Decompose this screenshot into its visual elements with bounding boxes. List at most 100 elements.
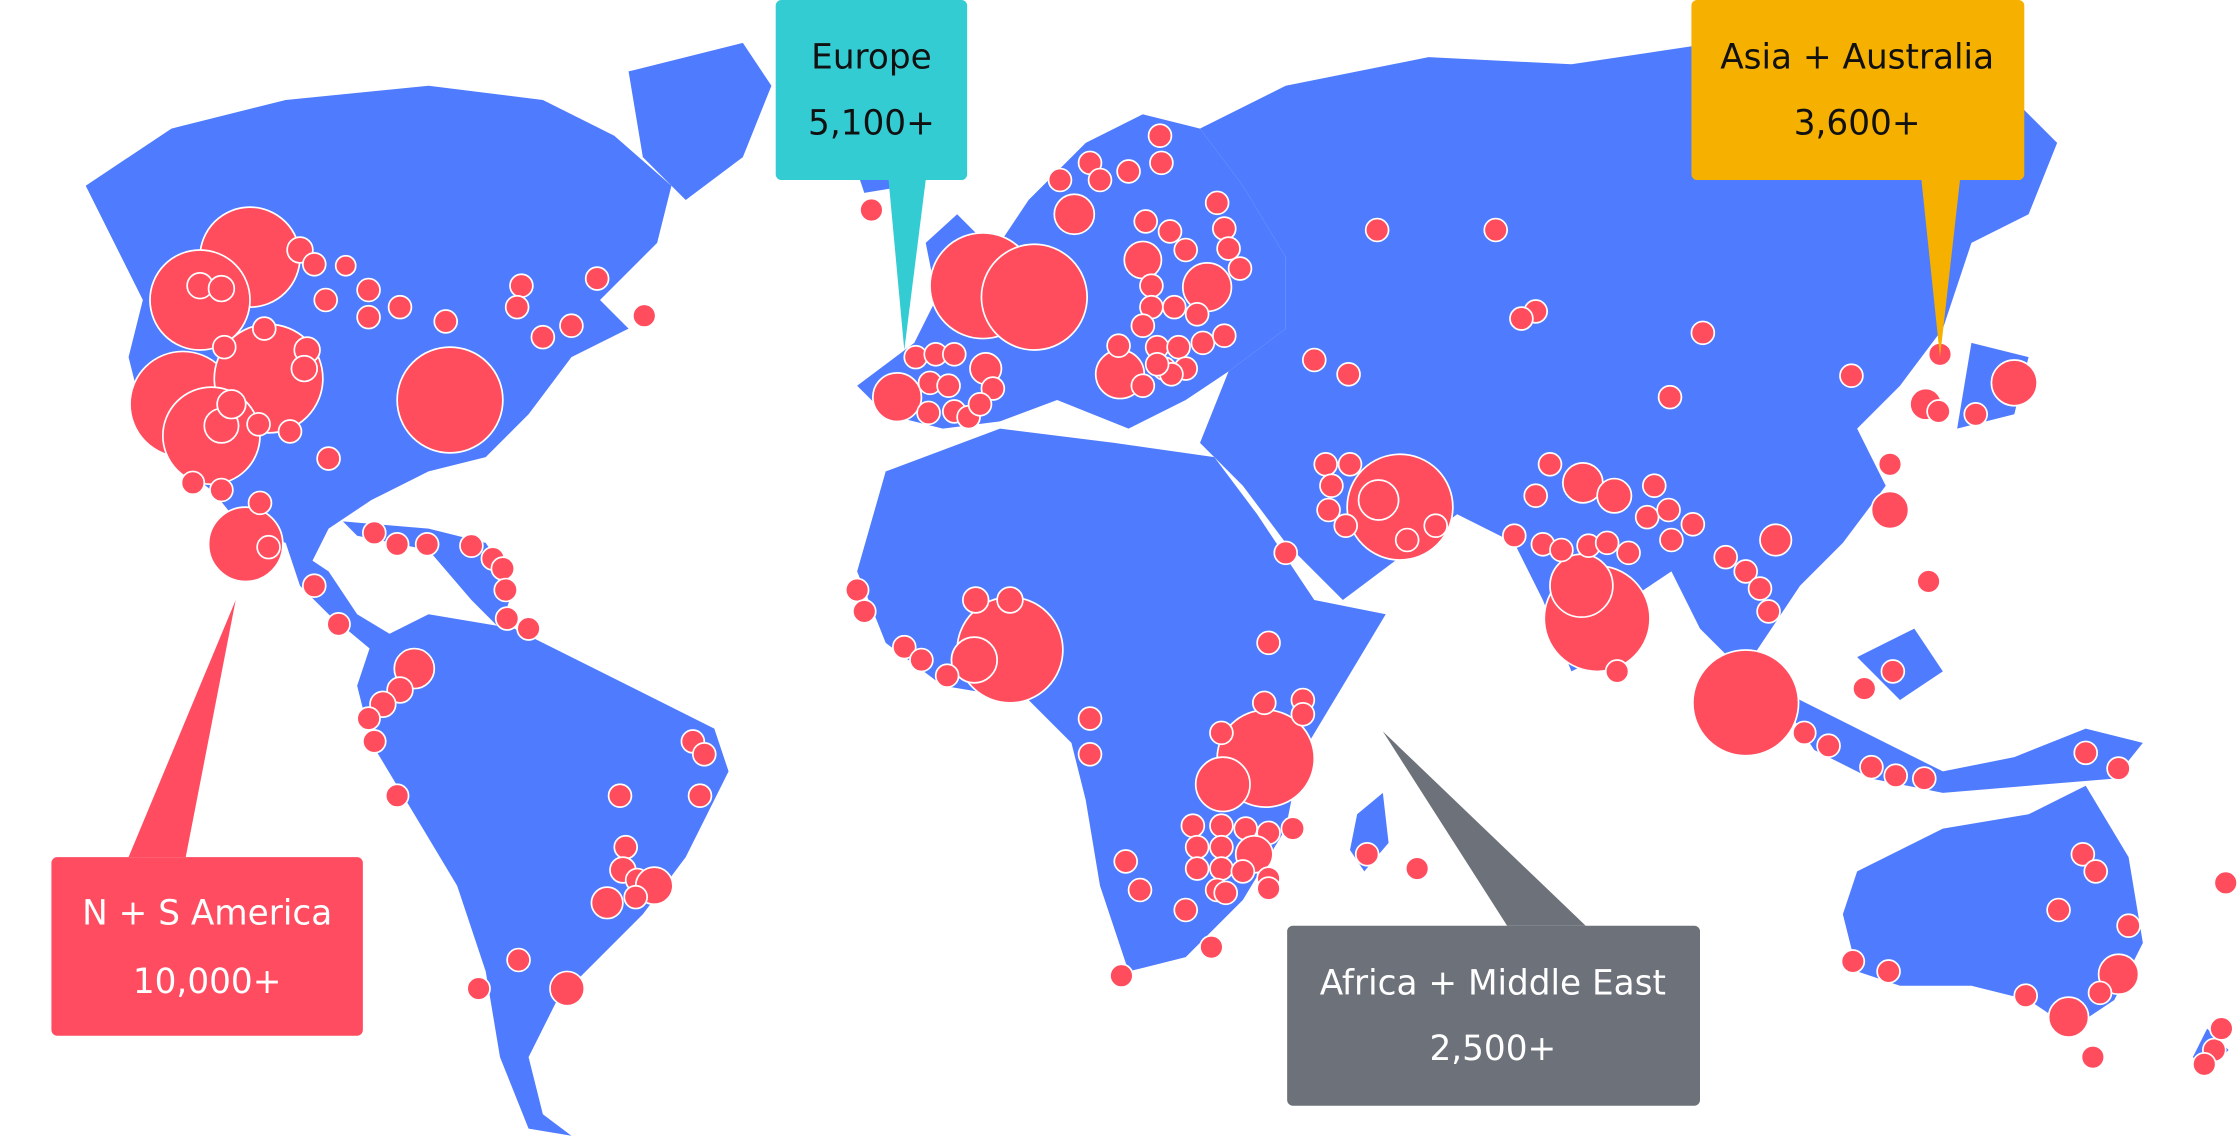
office-marker	[1916, 569, 1941, 594]
office-marker	[1537, 452, 1563, 477]
office-marker	[247, 490, 273, 516]
office-marker	[1549, 553, 1614, 619]
office-marker	[1604, 659, 1630, 684]
office-marker	[1127, 877, 1153, 903]
office-marker	[980, 376, 1006, 401]
office-marker	[1357, 479, 1400, 521]
office-marker	[384, 783, 410, 809]
office-marker	[1256, 630, 1281, 656]
office-marker	[1173, 897, 1198, 923]
callout-americas[interactable]: N + S America 10,000+	[51, 600, 363, 1036]
office-marker	[1180, 813, 1206, 839]
office-marker	[1316, 497, 1341, 523]
office-marker	[1840, 949, 1866, 974]
office-marker	[1157, 219, 1183, 244]
office-marker	[1963, 402, 1988, 427]
office-marker	[2047, 996, 2090, 1038]
office-marker	[1212, 216, 1237, 241]
office-marker	[1273, 540, 1298, 566]
callout-africa-middle-east[interactable]: Africa + Middle East 2,500+	[1287, 731, 1700, 1106]
office-marker	[916, 400, 941, 426]
office-marker	[1364, 217, 1390, 243]
office-marker	[2080, 1044, 2106, 1070]
office-marker	[1333, 513, 1358, 539]
office-marker	[1199, 934, 1224, 960]
central-america	[285, 542, 408, 658]
office-marker	[246, 412, 271, 437]
office-marker	[212, 334, 237, 360]
office-marker	[584, 266, 610, 291]
office-marker	[1190, 330, 1216, 356]
office-marker	[1483, 217, 1508, 243]
office-marker	[1883, 763, 1908, 789]
office-marker	[1113, 849, 1138, 874]
office-marker	[1549, 537, 1574, 563]
office-marker	[1230, 859, 1256, 884]
office-marker	[1184, 856, 1210, 881]
office-marker	[1216, 236, 1241, 261]
office-marker	[1144, 352, 1170, 377]
office-marker	[316, 446, 341, 471]
callout-europe[interactable]: Europe 5,100+	[775, 0, 968, 350]
callout-count: 2,500+	[1429, 1029, 1556, 1069]
callout-count: 10,000+	[133, 962, 282, 1002]
office-marker	[1109, 963, 1134, 989]
office-marker	[942, 342, 967, 367]
office-marker	[1423, 513, 1448, 539]
office-marker	[1302, 347, 1327, 373]
office-marker	[493, 577, 518, 603]
office-marker	[590, 886, 624, 920]
office-marker	[1313, 452, 1338, 477]
callout-region: Asia + Australia	[1720, 38, 1994, 78]
office-marker	[613, 834, 639, 860]
office-marker	[326, 612, 351, 637]
office-marker	[2070, 842, 2096, 867]
office-marker	[1204, 190, 1230, 216]
callout-region: Africa + Middle East	[1320, 963, 1666, 1003]
callout-box	[775, 0, 968, 180]
office-marker	[506, 947, 531, 973]
office-marker	[1336, 362, 1361, 387]
office-marker	[1116, 159, 1141, 184]
office-marker	[1926, 399, 1951, 424]
office-marker	[1642, 473, 1667, 498]
office-marker	[996, 586, 1024, 614]
callout-region: N + S America	[82, 893, 332, 933]
office-marker	[290, 354, 318, 383]
office-marker	[1394, 527, 1420, 553]
office-marker	[980, 243, 1088, 351]
office-marker	[302, 573, 327, 599]
office-marker	[549, 970, 586, 1007]
callout-box	[1287, 925, 1700, 1106]
callout-asia-australia[interactable]: Asia + Australia 3,600+	[1691, 0, 2025, 358]
office-marker	[1290, 702, 1316, 727]
callout-pointer	[1382, 731, 1586, 926]
office-marker	[1876, 959, 1901, 984]
office-marker	[1184, 834, 1210, 860]
office-marker	[216, 389, 247, 420]
indonesia	[1771, 628, 2143, 793]
office-marker	[334, 254, 357, 277]
callout-pointer	[888, 180, 926, 350]
office-marker	[1133, 209, 1158, 234]
office-marker	[1130, 373, 1156, 398]
office-marker	[1852, 676, 1877, 701]
office-marker	[2083, 859, 2108, 884]
office-marker	[1747, 576, 1773, 601]
office-marker	[1087, 167, 1113, 193]
office-marker	[1692, 649, 1800, 757]
office-marker	[1047, 167, 1073, 193]
office-marker	[362, 520, 387, 546]
office-marker	[632, 303, 657, 328]
office-marker	[466, 976, 491, 1001]
office-marker	[277, 419, 303, 444]
office-marker	[1227, 256, 1253, 281]
office-marker	[1690, 320, 1716, 346]
callout-box	[51, 857, 363, 1036]
office-marker	[607, 783, 633, 809]
office-marker	[1594, 530, 1620, 556]
office-marker	[1077, 742, 1103, 767]
office-marker	[256, 534, 281, 560]
office-marker	[962, 586, 990, 614]
office-marker	[623, 884, 649, 910]
